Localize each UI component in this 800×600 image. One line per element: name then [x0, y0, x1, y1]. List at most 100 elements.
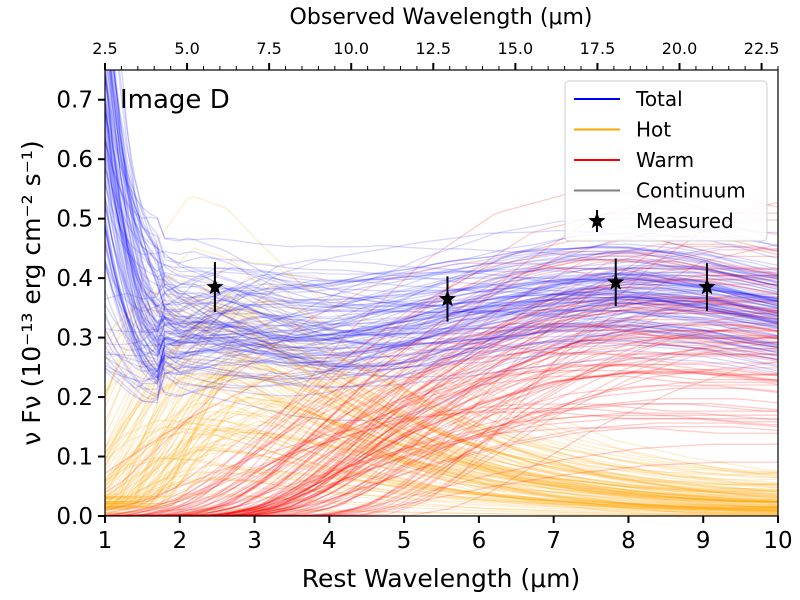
hot-sample-line [105, 402, 778, 510]
total-sample-line [105, 222, 778, 388]
hot-sample-line [105, 394, 778, 507]
total-sample-line [105, 73, 778, 340]
hot-sample-line [105, 385, 778, 512]
total-sample-line [105, 239, 778, 371]
warm-sample-line [105, 330, 778, 516]
hot-sample-line [105, 450, 778, 515]
hot-sample-line [105, 374, 778, 515]
hot-sample-line [105, 357, 778, 481]
total-sample-line [111, 70, 778, 313]
warm-sample-line [105, 325, 778, 516]
hot-sample-line [105, 457, 778, 510]
hot-sample-line [105, 471, 778, 509]
total-sample-line [110, 70, 778, 353]
warm-sample-line [105, 411, 778, 512]
top-x-tick-label: 7.5 [256, 39, 281, 58]
hot-sample-line [105, 374, 778, 505]
measured-points [206, 258, 716, 322]
hot-sample-line [105, 328, 778, 503]
warm-sample-line [105, 369, 778, 516]
hot-sample-line [105, 427, 778, 510]
warm-sample-line [105, 299, 778, 516]
warm-sample-line [105, 443, 778, 516]
total-sample-line [105, 258, 778, 351]
warm-sample-line [105, 342, 778, 516]
hot-sample-line [105, 371, 778, 512]
hot-sample-line [105, 360, 778, 504]
total-sample-line [108, 70, 778, 359]
top-x-tick-label: 22.5 [744, 39, 780, 58]
hot-sample-line [105, 487, 778, 515]
total-sample-line [105, 141, 778, 357]
hot-sample-line [105, 431, 778, 512]
hot-sample-line [105, 275, 778, 504]
total-sample-line [105, 277, 778, 397]
warm-sample-line [105, 363, 778, 516]
hot-sample-line [105, 419, 778, 508]
warm-sample-line [105, 312, 778, 516]
legend-label: Hot [636, 118, 671, 142]
hot-sample-line [105, 305, 778, 500]
plot-frame [104, 69, 779, 517]
hot-sample-line [105, 296, 778, 486]
hot-sample-line [105, 196, 778, 478]
warm-sample-line [105, 341, 778, 516]
hot-sample-line [105, 446, 778, 510]
total-sample-line [105, 136, 778, 349]
warm-sample-line [105, 407, 778, 516]
hot-sample-line [105, 302, 778, 502]
hot-sample-line [105, 364, 778, 505]
legend-label: Measured [636, 209, 734, 233]
hot-sample-line [105, 366, 778, 505]
total-sample-line [113, 70, 778, 372]
warm-sample-line [105, 372, 778, 516]
hot-sample-line [105, 292, 778, 499]
hot-sample-line [105, 413, 778, 509]
total-sample-line [105, 227, 778, 361]
total-sample-line [105, 196, 778, 398]
hot-sample-line [105, 247, 778, 473]
total-sample-line [105, 267, 778, 346]
hot-sample-line [105, 309, 778, 500]
hot-sample-line [105, 405, 778, 508]
warm-sample-line [105, 370, 778, 516]
total-sample-line [117, 70, 778, 365]
warm-sample-line [105, 355, 778, 516]
measured-star [698, 278, 716, 295]
total-sample-line [105, 138, 778, 330]
hot-sample-line [105, 416, 778, 512]
total-sample-line [105, 264, 778, 357]
total-sample-line [105, 70, 778, 345]
legend-box [564, 80, 768, 242]
warm-sample-line [105, 310, 778, 516]
warm-sample-line [105, 372, 778, 516]
total-sample-line [105, 258, 778, 379]
total-sample-line [105, 196, 778, 375]
total-sample-line [105, 154, 778, 356]
total-sample-line [109, 70, 778, 349]
warm-sample-line [105, 335, 778, 516]
hot-sample-line [105, 508, 778, 516]
warm-sample-line [105, 238, 778, 516]
hot-sample-line [105, 428, 778, 506]
hot-sample-line [105, 410, 778, 509]
total-sample-line [105, 109, 778, 352]
warm-sample-line [105, 344, 778, 516]
y-tick-label: 0.4 [56, 266, 93, 292]
hot-sample-line [105, 363, 778, 490]
total-sample-line [105, 99, 778, 311]
legend-label: Total [635, 87, 683, 111]
total-sample-line [105, 105, 778, 347]
total-sample-line [105, 244, 778, 358]
measured-star [607, 273, 625, 290]
top-x-tick-label: 17.5 [580, 39, 616, 58]
hot-sample-line [105, 306, 778, 492]
warm-sample-line [105, 414, 778, 516]
total-sample-line [105, 73, 778, 372]
warm-sample-line [105, 259, 778, 516]
hot-sample-line [105, 376, 778, 497]
total-sample-line [105, 295, 778, 403]
total-sample-line [105, 70, 778, 350]
top-x-tick-label: 5.0 [174, 39, 199, 58]
total-sample-line [105, 112, 778, 342]
